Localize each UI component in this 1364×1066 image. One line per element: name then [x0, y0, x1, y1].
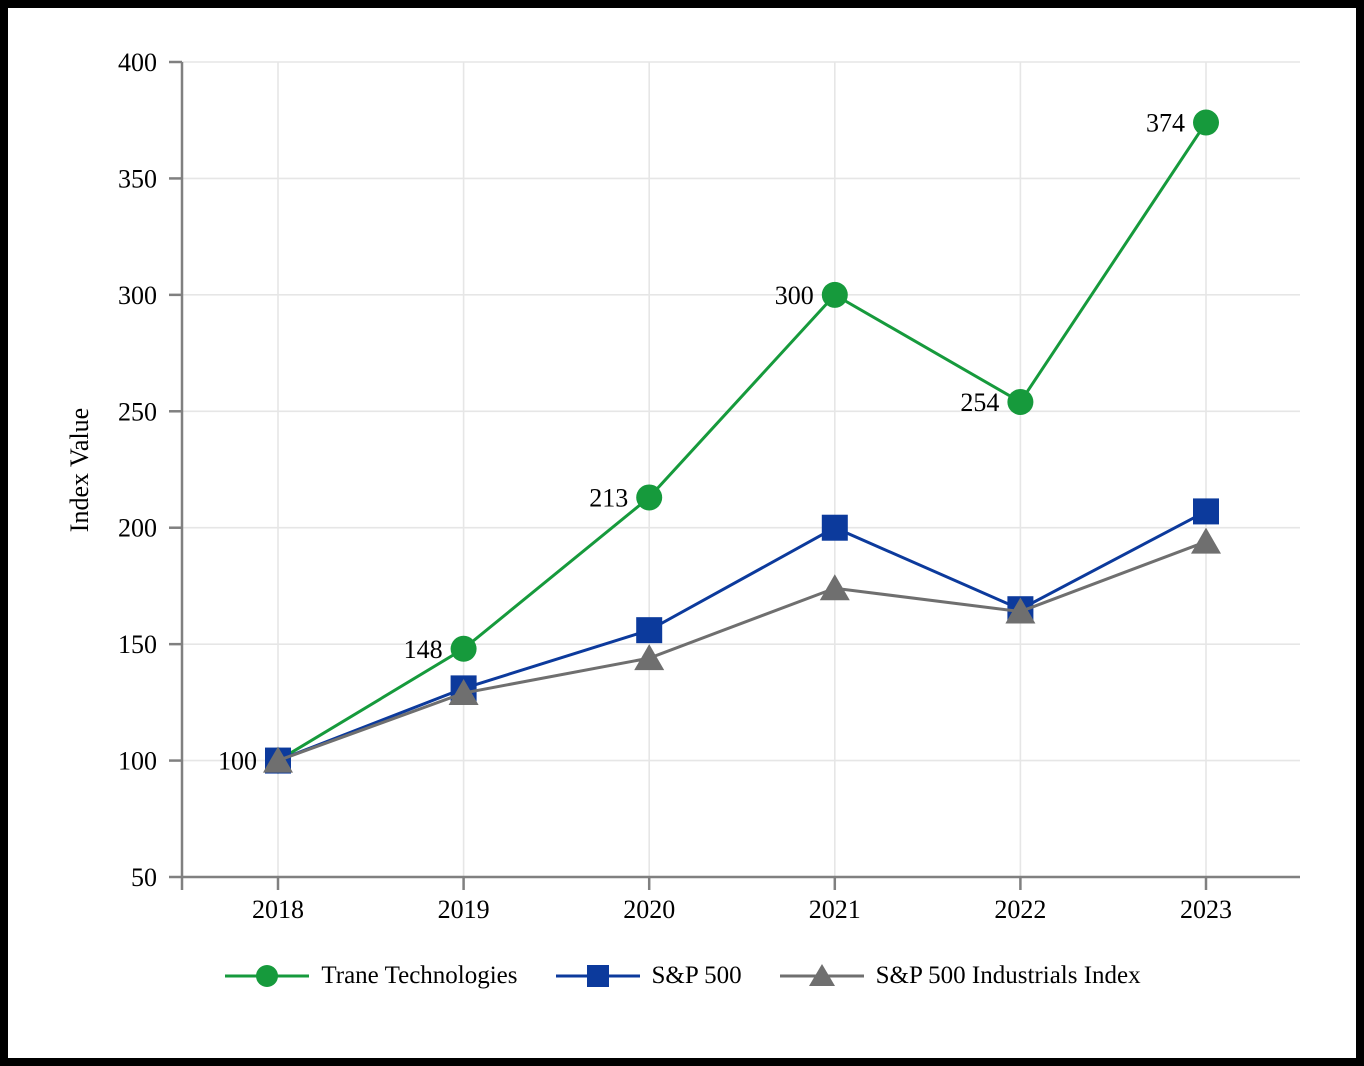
svg-text:300: 300: [775, 281, 814, 310]
legend-label: Trane Technologies: [321, 962, 518, 989]
svg-text:213: 213: [589, 483, 628, 512]
svg-text:2019: 2019: [438, 895, 490, 924]
svg-text:400: 400: [118, 48, 157, 77]
legend-item-sp500-industrials: S&P 500 Industrials Index: [778, 961, 1141, 991]
svg-text:374: 374: [1146, 109, 1185, 138]
svg-text:150: 150: [118, 630, 157, 659]
svg-text:Index Value: Index Value: [65, 408, 94, 532]
triangle-marker-icon: [779, 964, 864, 986]
series-0: [265, 109, 1219, 774]
svg-text:2018: 2018: [252, 895, 304, 924]
svg-text:350: 350: [118, 164, 157, 193]
svg-text:100: 100: [218, 747, 257, 776]
svg-text:2020: 2020: [623, 895, 675, 924]
legend-label: S&P 500 Industrials Index: [875, 962, 1141, 989]
circle-marker-icon: [225, 965, 310, 987]
svg-text:250: 250: [118, 397, 157, 426]
svg-text:2023: 2023: [1180, 895, 1232, 924]
svg-text:2021: 2021: [809, 895, 861, 924]
svg-text:50: 50: [131, 863, 157, 892]
legend-item-trane-technologies: Trane Technologies: [223, 961, 518, 991]
svg-text:254: 254: [960, 388, 999, 417]
series-2: [263, 527, 1221, 773]
svg-text:2022: 2022: [994, 895, 1046, 924]
svg-text:148: 148: [404, 635, 443, 664]
svg-text:300: 300: [118, 281, 157, 310]
square-marker-icon: [555, 965, 640, 987]
chart-legend: Trane Technologies S&P 500 S&P 500 Indus…: [0, 946, 1364, 1006]
svg-text:200: 200: [118, 514, 157, 543]
svg-text:100: 100: [118, 747, 157, 776]
legend-label: S&P 500: [651, 962, 742, 989]
legend-item-sp500: S&P 500: [554, 961, 742, 991]
